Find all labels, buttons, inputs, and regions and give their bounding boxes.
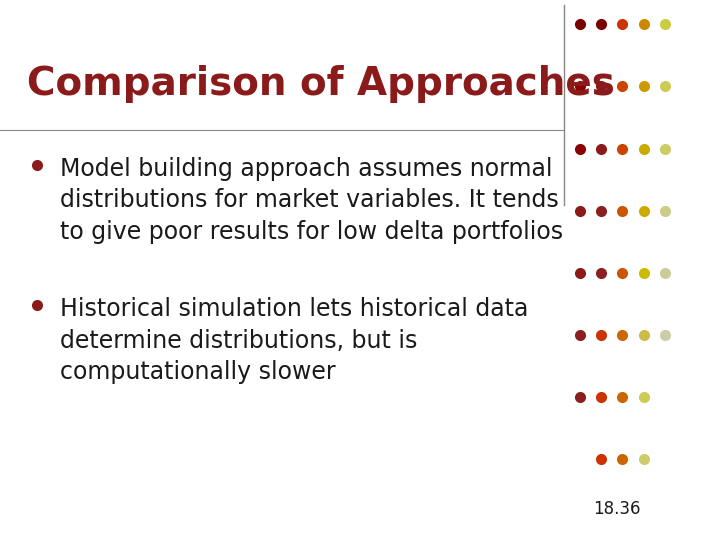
Text: Model building approach assumes normal
distributions for market variables. It te: Model building approach assumes normal d… xyxy=(60,157,563,244)
Text: Comparison of Approaches: Comparison of Approaches xyxy=(27,65,615,103)
Text: 18.36: 18.36 xyxy=(593,501,641,518)
Text: Historical simulation lets historical data
determine distributions, but is
compu: Historical simulation lets historical da… xyxy=(60,297,528,384)
